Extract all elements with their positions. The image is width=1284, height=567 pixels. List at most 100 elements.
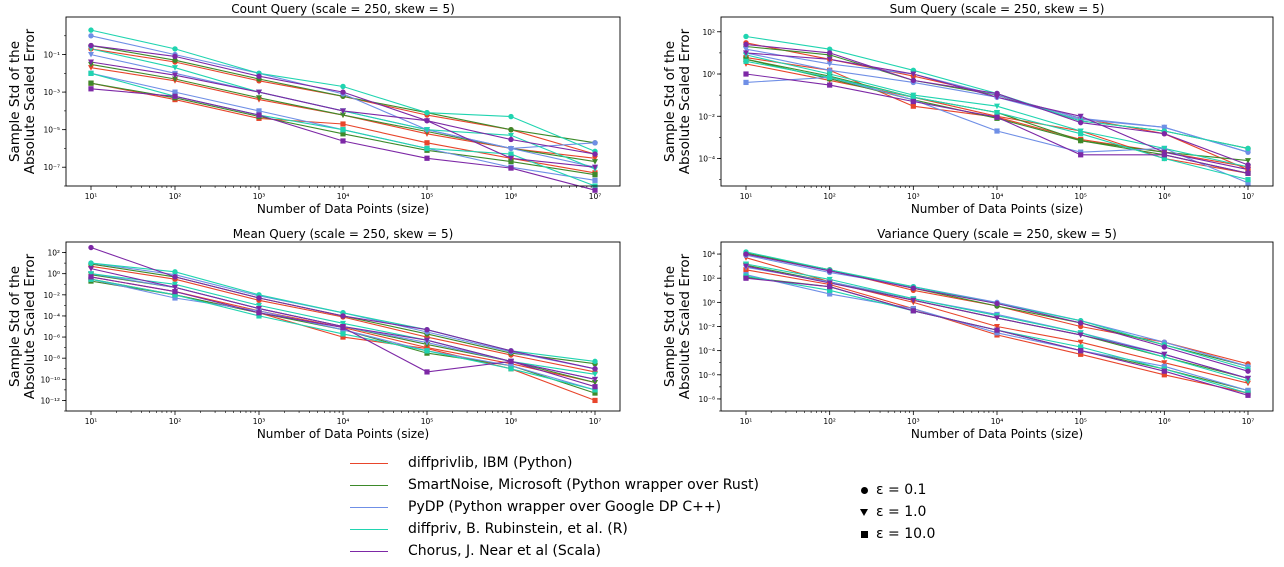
data-point-triangle	[1245, 149, 1251, 156]
data-point-triangle	[1161, 145, 1168, 152]
x-tick-label: 10³	[253, 192, 266, 201]
data-point-square	[172, 93, 178, 99]
legend-label-diffprivlib: diffprivlib, IBM (Python)	[408, 455, 573, 471]
chart-title: Sum Query (scale = 250, skew = 5)	[890, 2, 1105, 16]
data-point-circle	[172, 274, 178, 280]
data-point-square	[994, 128, 1000, 134]
y-tick-label: 10⁻⁴	[698, 155, 715, 164]
data-point-square	[340, 331, 346, 337]
x-tick-label: 10¹	[85, 192, 98, 201]
chart-title: Variance Query (scale = 250, skew = 5)	[877, 227, 1117, 241]
data-point-circle	[88, 33, 94, 39]
data-point-square	[1078, 344, 1084, 350]
legend-label-pydp: PyDP (Python wrapper over Google DP C++)	[408, 499, 722, 515]
data-point-square	[1161, 363, 1167, 369]
data-point-triangle	[1077, 113, 1084, 120]
x-tick-label: 10¹	[85, 417, 98, 426]
x-tick-label: 10⁶	[505, 192, 518, 201]
data-point-square	[508, 165, 514, 171]
data-point-square	[256, 313, 262, 319]
data-point-circle	[340, 83, 346, 90]
data-point-circle	[743, 33, 749, 40]
data-point-square	[1245, 177, 1251, 183]
data-point-triangle	[424, 118, 430, 124]
data-point-triangle	[1161, 124, 1168, 131]
data-point-triangle	[592, 164, 598, 171]
legend-item-pydp: PyDP (Python wrapper over Google DP C++)	[350, 496, 759, 518]
data-point-square	[340, 334, 346, 340]
legend-label-eps-1-0: ε = 1.0	[876, 504, 927, 520]
y-tick-label: 10⁻⁴	[43, 312, 60, 321]
data-point-square	[508, 362, 514, 369]
data-point-square	[1161, 368, 1167, 374]
data-point-triangle	[826, 280, 833, 287]
y-tick-label: 10⁻⁵	[43, 126, 60, 135]
data-point-square	[508, 151, 514, 157]
data-point-square	[1161, 152, 1167, 158]
data-point-circle	[172, 269, 178, 275]
x-tick-label: 10⁴	[991, 192, 1004, 201]
chart-title: Mean Query (scale = 250, skew = 5)	[233, 227, 454, 241]
data-point-triangle	[1161, 351, 1168, 358]
chart-panel-1: 10¹ 10² 10³ 10⁴ 10⁵ 10⁶ 10⁷ 10⁻⁴ 10⁻² 10⁰ 10² Sum Q…	[662, 2, 1274, 216]
y-axis-label: Sample Std of the	[7, 266, 23, 387]
data-point-triangle	[88, 59, 94, 66]
data-point-square	[1078, 152, 1084, 158]
y-axis-label: Absolute Scaled Error	[22, 28, 38, 174]
data-point-triangle	[340, 112, 346, 119]
data-point-triangle	[340, 108, 346, 114]
data-point-square	[424, 155, 430, 161]
data-point-square	[910, 103, 916, 109]
data-point-triangle	[256, 306, 262, 312]
y-tick-label: 10⁻³	[43, 88, 60, 97]
y-tick-label: 10⁻⁶	[698, 371, 715, 380]
data-point-triangle	[826, 276, 833, 283]
y-tick-label: 10⁻⁴	[698, 347, 715, 356]
data-point-triangle	[592, 155, 598, 162]
legend-item-diffprivlib: diffprivlib, IBM (Python)	[350, 452, 759, 474]
x-tick-label: 10⁶	[1158, 192, 1171, 201]
legend-line-pydp	[350, 506, 388, 508]
y-tick-label: 10⁻⁸	[698, 395, 715, 404]
data-point-triangle	[994, 315, 1000, 322]
data-point-square	[340, 324, 346, 331]
y-tick-label: 10⁰	[702, 298, 715, 307]
y-tick-label: 10⁰	[47, 270, 60, 279]
x-tick-label: 10⁷	[1242, 417, 1255, 426]
data-point-triangle	[994, 324, 1000, 330]
chart-panel-0: 10¹ 10² 10³ 10⁴ 10⁵ 10⁶ 10⁷ 10⁻⁷ 10⁻⁵ 10⁻³ 10⁻¹ Cou…	[7, 2, 621, 216]
data-point-square	[592, 384, 598, 390]
data-point-triangle	[172, 72, 178, 79]
data-point-circle	[592, 366, 598, 372]
data-point-triangle	[508, 132, 514, 139]
y-axis-label: Sample Std of the	[662, 41, 678, 162]
x-tick-label: 10¹	[740, 417, 753, 426]
y-tick-label: 10²	[702, 28, 715, 37]
data-point-triangle	[88, 65, 94, 71]
data-point-square	[256, 310, 262, 316]
x-tick-label: 10⁶	[505, 417, 518, 426]
legend-item-smartnoise: SmartNoise, Microsoft (Python wrapper ov…	[350, 474, 759, 496]
data-point-square	[1161, 372, 1167, 378]
y-tick-label: 10⁻²	[43, 291, 60, 300]
series-line-diffprivlib-square	[90, 278, 596, 401]
data-point-square	[994, 330, 1000, 336]
data-point-square	[1245, 392, 1251, 398]
data-point-circle	[172, 46, 178, 52]
legend-item-chorus: Chorus, J. Near et al (Scala)	[350, 540, 759, 562]
y-tick-label: 10⁰	[702, 70, 715, 79]
data-point-square	[340, 121, 346, 127]
data-point-circle	[1077, 119, 1084, 126]
data-point-circle	[592, 358, 598, 365]
data-point-square	[88, 86, 94, 92]
data-point-square	[172, 292, 178, 298]
data-point-triangle	[172, 281, 178, 288]
data-point-triangle	[1245, 158, 1251, 164]
data-point-square	[994, 109, 1000, 116]
legend-line-diffprivlib	[350, 462, 388, 464]
data-point-triangle	[743, 263, 749, 270]
data-point-square	[1078, 138, 1084, 144]
data-point-triangle	[1077, 339, 1084, 346]
data-point-triangle	[172, 65, 178, 71]
y-axis-label: Sample Std of the	[7, 41, 23, 162]
